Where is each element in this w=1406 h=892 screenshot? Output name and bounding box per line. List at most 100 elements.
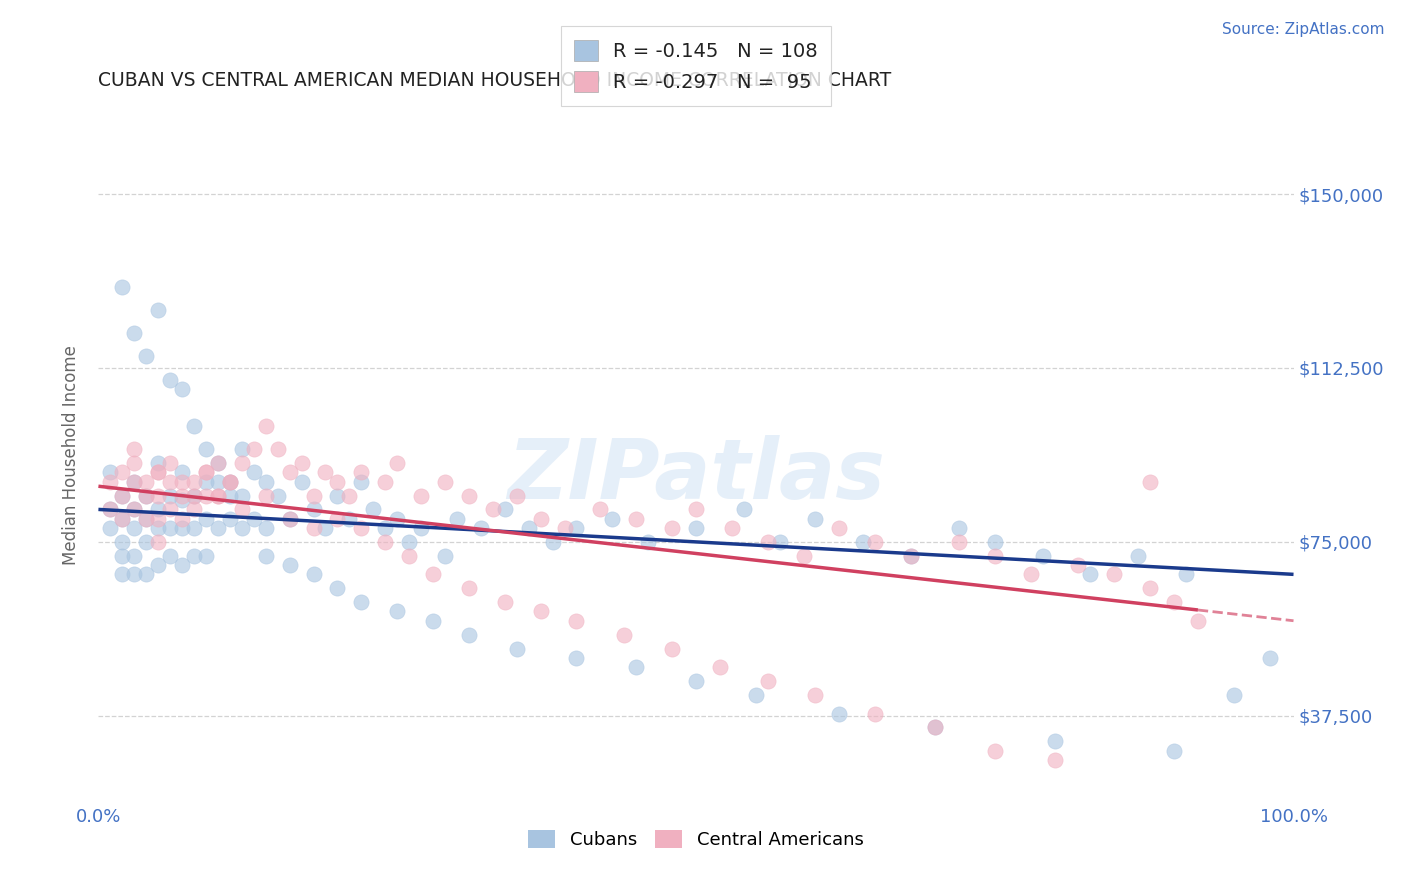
Point	[148, 489, 170, 503]
Point	[278, 466, 301, 480]
Point	[231, 489, 253, 503]
Point	[339, 489, 361, 503]
Point	[148, 521, 170, 535]
Point	[626, 660, 648, 674]
Point	[1043, 753, 1066, 767]
Point	[1139, 475, 1161, 489]
Point	[900, 549, 922, 563]
Point	[326, 582, 349, 596]
Point	[183, 549, 205, 563]
Point	[207, 456, 229, 470]
Point	[278, 558, 301, 573]
Point	[793, 549, 815, 563]
Point	[98, 521, 122, 535]
Point	[243, 442, 266, 456]
Point	[135, 475, 157, 489]
Point	[804, 511, 827, 525]
Point	[111, 534, 134, 549]
Point	[172, 521, 194, 535]
Point	[1223, 688, 1246, 702]
Point	[124, 567, 146, 582]
Point	[254, 549, 277, 563]
Point	[135, 511, 157, 525]
Point	[1067, 558, 1090, 573]
Text: CUBAN VS CENTRAL AMERICAN MEDIAN HOUSEHOLD INCOME CORRELATION CHART: CUBAN VS CENTRAL AMERICAN MEDIAN HOUSEHO…	[98, 71, 891, 90]
Point	[135, 350, 157, 364]
Point	[148, 456, 170, 470]
Point	[661, 521, 683, 535]
Point	[195, 466, 218, 480]
Point	[613, 628, 636, 642]
Point	[339, 511, 361, 525]
Point	[254, 489, 277, 503]
Point	[374, 475, 396, 489]
Point	[183, 521, 205, 535]
Point	[183, 502, 205, 516]
Point	[172, 489, 194, 503]
Point	[98, 475, 122, 489]
Point	[411, 489, 433, 503]
Point	[291, 456, 314, 470]
Point	[124, 475, 146, 489]
Point	[745, 688, 768, 702]
Point	[541, 534, 564, 549]
Point	[124, 326, 146, 341]
Point	[159, 549, 181, 563]
Point	[865, 706, 887, 721]
Point	[315, 521, 337, 535]
Point	[111, 466, 134, 480]
Point	[1104, 567, 1126, 582]
Point	[828, 706, 851, 721]
Point	[481, 502, 505, 516]
Point	[984, 549, 1007, 563]
Point	[326, 475, 349, 489]
Point	[637, 534, 659, 549]
Point	[183, 475, 205, 489]
Point	[984, 744, 1007, 758]
Point	[350, 521, 373, 535]
Point	[159, 475, 181, 489]
Point	[207, 489, 229, 503]
Point	[231, 502, 253, 516]
Point	[172, 511, 194, 525]
Point	[530, 605, 553, 619]
Point	[565, 651, 588, 665]
Text: ZIPatlas: ZIPatlas	[508, 435, 884, 516]
Point	[254, 521, 277, 535]
Point	[254, 475, 277, 489]
Point	[111, 489, 134, 503]
Point	[231, 442, 253, 456]
Point	[278, 511, 301, 525]
Point	[148, 502, 170, 516]
Point	[111, 489, 134, 503]
Point	[721, 521, 744, 535]
Point	[554, 521, 576, 535]
Point	[98, 502, 122, 516]
Point	[124, 549, 146, 563]
Point	[183, 489, 205, 503]
Point	[506, 489, 529, 503]
Point	[900, 549, 922, 563]
Point	[98, 502, 122, 516]
Point	[661, 641, 683, 656]
Point	[172, 475, 194, 489]
Point	[350, 475, 373, 489]
Point	[422, 614, 444, 628]
Point	[302, 567, 325, 582]
Point	[1043, 734, 1066, 748]
Point	[434, 475, 457, 489]
Point	[924, 721, 946, 735]
Point	[685, 521, 707, 535]
Point	[159, 489, 181, 503]
Point	[385, 511, 409, 525]
Point	[865, 534, 887, 549]
Point	[458, 628, 481, 642]
Point	[207, 456, 229, 470]
Point	[326, 489, 349, 503]
Point	[195, 466, 218, 480]
Point	[434, 549, 457, 563]
Point	[1175, 567, 1198, 582]
Point	[111, 549, 134, 563]
Point	[172, 493, 194, 508]
Point	[1187, 614, 1209, 628]
